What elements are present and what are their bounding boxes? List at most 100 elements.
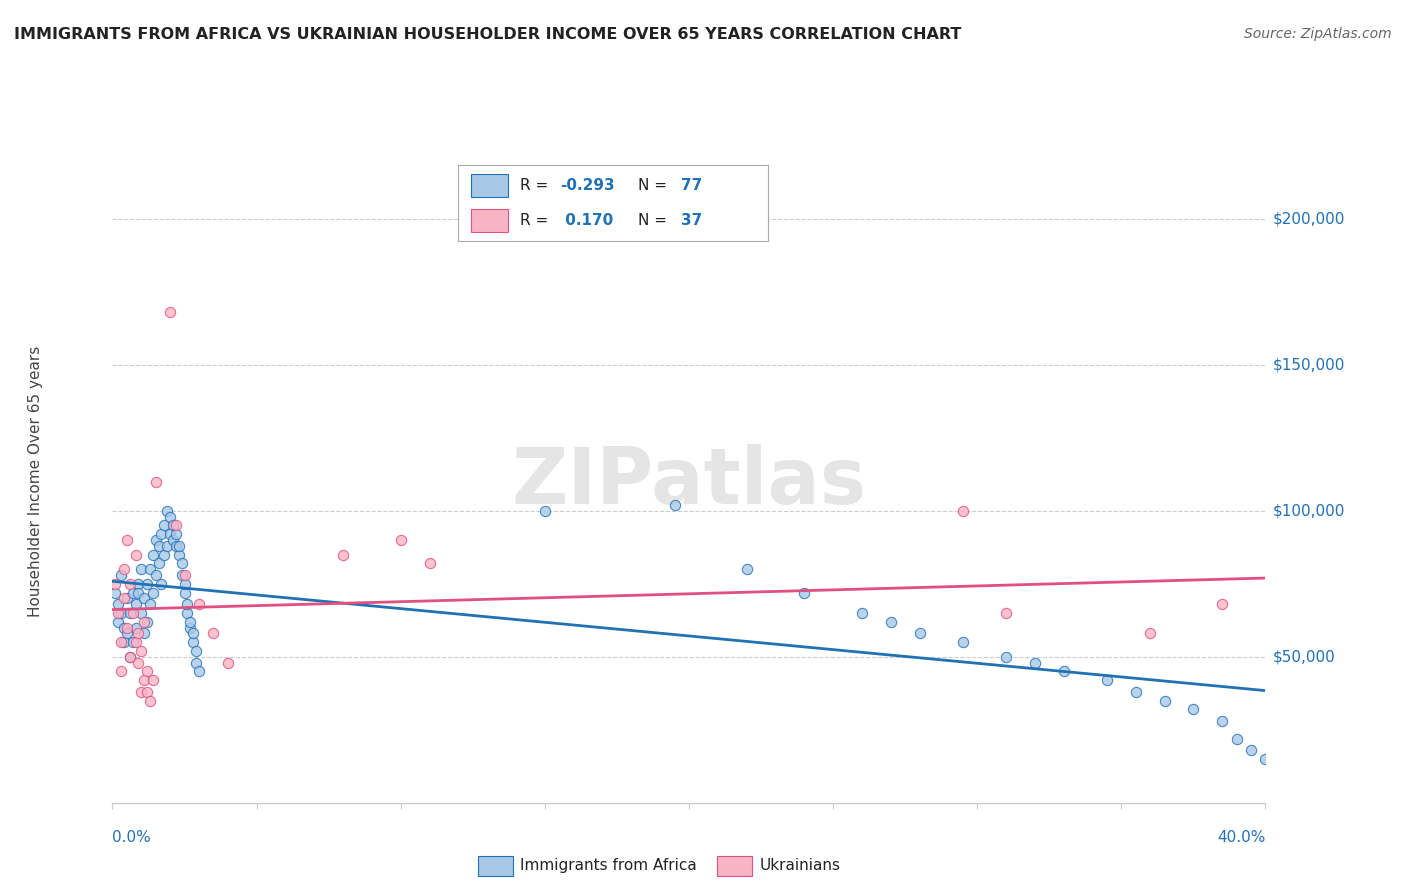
- Point: [419, 557, 441, 571]
- Point: [952, 504, 974, 518]
- Point: [136, 665, 159, 679]
- Point: [1240, 743, 1263, 757]
- Point: [995, 649, 1018, 664]
- Point: [145, 533, 167, 547]
- Point: [112, 591, 135, 606]
- Point: [118, 649, 141, 664]
- Text: 77: 77: [681, 178, 703, 193]
- Point: [124, 635, 146, 649]
- Point: [121, 585, 143, 599]
- Point: [115, 621, 138, 635]
- Text: 37: 37: [681, 213, 703, 227]
- Point: [188, 597, 211, 611]
- Text: Ukrainians: Ukrainians: [759, 858, 841, 872]
- Point: [793, 585, 815, 599]
- Point: [118, 577, 141, 591]
- Point: [115, 533, 138, 547]
- Text: R =: R =: [520, 213, 554, 227]
- Point: [995, 606, 1018, 620]
- Text: N =: N =: [638, 178, 672, 193]
- Text: Source: ZipAtlas.com: Source: ZipAtlas.com: [1244, 27, 1392, 41]
- Point: [664, 498, 686, 512]
- Point: [159, 527, 181, 541]
- Text: 40.0%: 40.0%: [1218, 830, 1265, 845]
- Point: [952, 635, 974, 649]
- Point: [153, 518, 176, 533]
- Point: [139, 562, 162, 576]
- Point: [153, 548, 176, 562]
- Point: [110, 665, 132, 679]
- Point: [121, 606, 143, 620]
- Point: [167, 548, 190, 562]
- Point: [148, 539, 170, 553]
- Point: [1226, 731, 1249, 746]
- Point: [167, 539, 190, 553]
- Text: $100,000: $100,000: [1272, 503, 1344, 518]
- Point: [139, 597, 162, 611]
- Point: [145, 475, 167, 489]
- Point: [181, 626, 204, 640]
- Text: -0.293: -0.293: [561, 178, 614, 193]
- Point: [184, 644, 207, 658]
- Point: [1153, 693, 1175, 707]
- Point: [110, 568, 132, 582]
- Point: [150, 527, 173, 541]
- Point: [332, 548, 354, 562]
- Text: N =: N =: [638, 213, 672, 227]
- Point: [170, 568, 193, 582]
- Text: R =: R =: [520, 178, 554, 193]
- Point: [179, 615, 201, 629]
- Point: [184, 656, 207, 670]
- FancyBboxPatch shape: [471, 174, 508, 197]
- Text: 0.170: 0.170: [561, 213, 613, 227]
- Point: [142, 548, 165, 562]
- Point: [389, 533, 412, 547]
- Point: [908, 626, 931, 640]
- Point: [1211, 714, 1233, 728]
- Point: [851, 606, 873, 620]
- Point: [129, 644, 153, 658]
- Point: [156, 539, 179, 553]
- Text: $150,000: $150,000: [1272, 358, 1344, 372]
- Point: [104, 585, 127, 599]
- Point: [124, 548, 146, 562]
- Point: [142, 585, 165, 599]
- Point: [121, 635, 143, 649]
- Point: [179, 621, 201, 635]
- Text: IMMIGRANTS FROM AFRICA VS UKRAINIAN HOUSEHOLDER INCOME OVER 65 YEARS CORRELATION: IMMIGRANTS FROM AFRICA VS UKRAINIAN HOUS…: [14, 27, 962, 42]
- Point: [139, 693, 162, 707]
- Point: [1095, 673, 1118, 688]
- Point: [134, 673, 156, 688]
- Point: [107, 615, 129, 629]
- Point: [129, 685, 153, 699]
- Point: [115, 591, 138, 606]
- Point: [159, 509, 181, 524]
- Point: [150, 577, 173, 591]
- Point: [136, 685, 159, 699]
- Text: Immigrants from Africa: Immigrants from Africa: [520, 858, 697, 872]
- Text: $50,000: $50,000: [1272, 649, 1336, 665]
- Text: ZIPatlas: ZIPatlas: [512, 443, 866, 520]
- Point: [136, 577, 159, 591]
- Point: [173, 568, 195, 582]
- Point: [156, 504, 179, 518]
- Point: [142, 673, 165, 688]
- Point: [217, 656, 239, 670]
- Point: [110, 635, 132, 649]
- Text: $200,000: $200,000: [1272, 211, 1344, 227]
- Point: [129, 562, 153, 576]
- Point: [162, 533, 184, 547]
- Point: [173, 577, 195, 591]
- Point: [129, 606, 153, 620]
- Text: Householder Income Over 65 years: Householder Income Over 65 years: [28, 346, 42, 617]
- Point: [107, 606, 129, 620]
- Point: [127, 585, 149, 599]
- FancyBboxPatch shape: [471, 209, 508, 232]
- Point: [170, 557, 193, 571]
- Point: [1139, 626, 1161, 640]
- Point: [162, 518, 184, 533]
- Point: [181, 635, 204, 649]
- Point: [110, 606, 132, 620]
- Point: [124, 597, 146, 611]
- Point: [533, 504, 555, 518]
